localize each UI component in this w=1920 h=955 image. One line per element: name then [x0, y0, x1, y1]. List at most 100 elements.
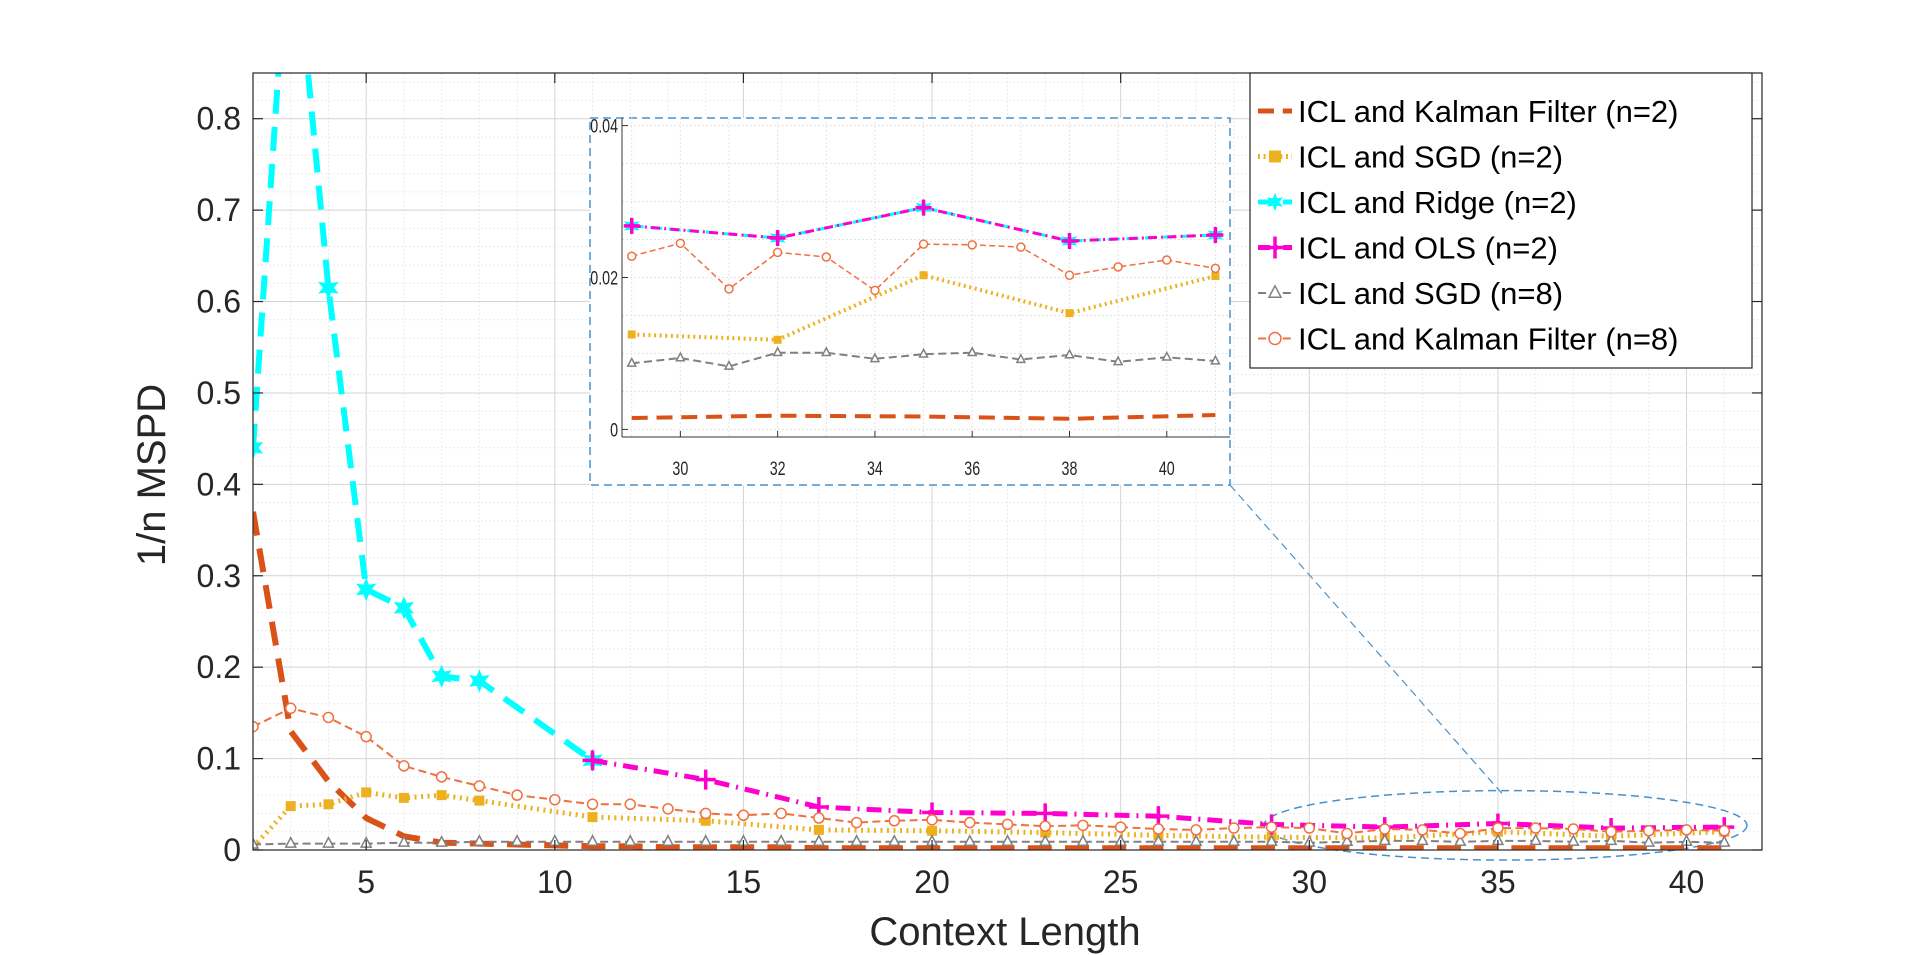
data-point	[473, 780, 486, 792]
data-point	[1492, 822, 1504, 834]
data-point	[1642, 835, 1656, 847]
data-point	[1035, 803, 1056, 824]
data-point	[1039, 820, 1051, 832]
data-point	[253, 436, 264, 460]
series-1	[253, 511, 1725, 850]
inset-data-point	[723, 359, 735, 370]
data-point	[695, 769, 716, 790]
data-point	[1416, 833, 1429, 846]
inset-data-point	[1064, 270, 1075, 280]
inset-series-5	[626, 346, 1221, 370]
series-line	[253, 839, 1725, 846]
x-tick-label: 25	[1103, 864, 1139, 900]
data-point	[964, 816, 976, 829]
data-point	[813, 812, 825, 824]
plot-frame	[252, 72, 1763, 851]
legend-entry: ICL and OLS (n=2)	[1258, 231, 1558, 266]
data-point	[1643, 825, 1655, 837]
inset-x-tick-label: 40	[1159, 458, 1175, 479]
inset-data-point	[769, 230, 786, 247]
inset-data-point	[1065, 309, 1074, 318]
data-point	[586, 834, 599, 847]
inset-x-tick-label: 38	[1062, 458, 1078, 479]
data-point	[511, 789, 523, 801]
main-series-group	[253, 73, 1735, 850]
data-point	[888, 834, 901, 847]
legend-entry: ICL and SGD (n=2)	[1258, 140, 1563, 175]
data-point	[549, 793, 561, 806]
data-point	[361, 787, 372, 798]
legend-swatch-marker	[1269, 150, 1281, 163]
inset-data-point	[821, 252, 832, 262]
data-point	[398, 792, 409, 803]
data-point	[284, 702, 297, 715]
x-tick-label: 40	[1669, 864, 1705, 900]
data-point	[1567, 834, 1580, 847]
series-6	[253, 702, 1731, 840]
data-point	[474, 795, 485, 806]
data-point	[582, 750, 603, 771]
inset-data-point	[966, 346, 978, 357]
series-5	[253, 833, 1731, 849]
data-point	[1604, 833, 1618, 846]
inset-data-point	[626, 251, 637, 261]
data-point	[812, 834, 826, 847]
inset-data-point	[1211, 271, 1220, 280]
data-point	[624, 798, 636, 811]
data-point	[1453, 834, 1467, 847]
y-tick-label: 0.7	[197, 192, 241, 228]
inset-data-point	[918, 347, 929, 358]
series-line	[253, 511, 1725, 850]
legend-box	[1249, 72, 1753, 369]
inset-data-point	[1161, 350, 1173, 361]
x-tick-label: 20	[914, 864, 950, 900]
inset-y-tick-label: 0.02	[590, 268, 618, 289]
data-point	[436, 790, 447, 801]
legend-entry: ICL and Kalman Filter (n=8)	[1258, 322, 1679, 357]
data-point	[1265, 821, 1278, 833]
legend-label: ICL and Ridge (n=2)	[1298, 185, 1577, 220]
data-point	[700, 815, 711, 826]
data-point	[699, 807, 712, 820]
inset-data-point	[1113, 262, 1123, 272]
legend-swatch-marker	[1267, 192, 1283, 212]
y-tick-label: 0.5	[197, 375, 241, 411]
data-point	[1077, 819, 1089, 832]
data-point	[1189, 834, 1203, 847]
data-point	[435, 771, 448, 783]
data-point	[393, 596, 415, 620]
inset-data-point	[915, 199, 932, 216]
legend-label: ICL and SGD (n=8)	[1298, 276, 1563, 311]
inset-data-point	[967, 240, 977, 250]
legend-swatch-marker	[1268, 331, 1282, 346]
data-point	[586, 798, 599, 811]
data-point	[360, 730, 372, 743]
data-point	[1190, 824, 1202, 836]
inset-data-point	[869, 352, 881, 363]
inset-data-point	[626, 356, 637, 367]
inset-series-4	[623, 199, 1224, 250]
data-point	[850, 834, 863, 847]
data-point	[318, 276, 339, 300]
data-point	[1303, 822, 1316, 834]
data-point	[1567, 823, 1580, 835]
x-tick-label: 10	[537, 864, 573, 900]
data-point	[1040, 827, 1051, 838]
x-axis-label: Context Length	[869, 910, 1140, 954]
data-point	[1076, 834, 1090, 847]
legend-label: ICL and Kalman Filter (n=2)	[1298, 94, 1679, 129]
legend-entry: ICL and Kalman Filter (n=2)	[1258, 94, 1679, 129]
inset-data-point	[1210, 354, 1221, 365]
inset-data-point	[675, 351, 686, 362]
data-point	[285, 801, 296, 812]
inset-data-point	[821, 346, 832, 357]
y-tick-label: 0	[223, 832, 241, 868]
data-point	[1001, 834, 1014, 847]
legend-swatch-marker	[1264, 236, 1286, 259]
data-point	[926, 814, 938, 826]
inset-zoom-plot: 30 32 34 36 38 40 0 0.02 0.04	[589, 116, 1231, 486]
inset-data-point	[772, 247, 783, 258]
inset-data-point	[623, 217, 640, 234]
data-point	[1680, 824, 1693, 836]
data-point	[888, 814, 901, 827]
